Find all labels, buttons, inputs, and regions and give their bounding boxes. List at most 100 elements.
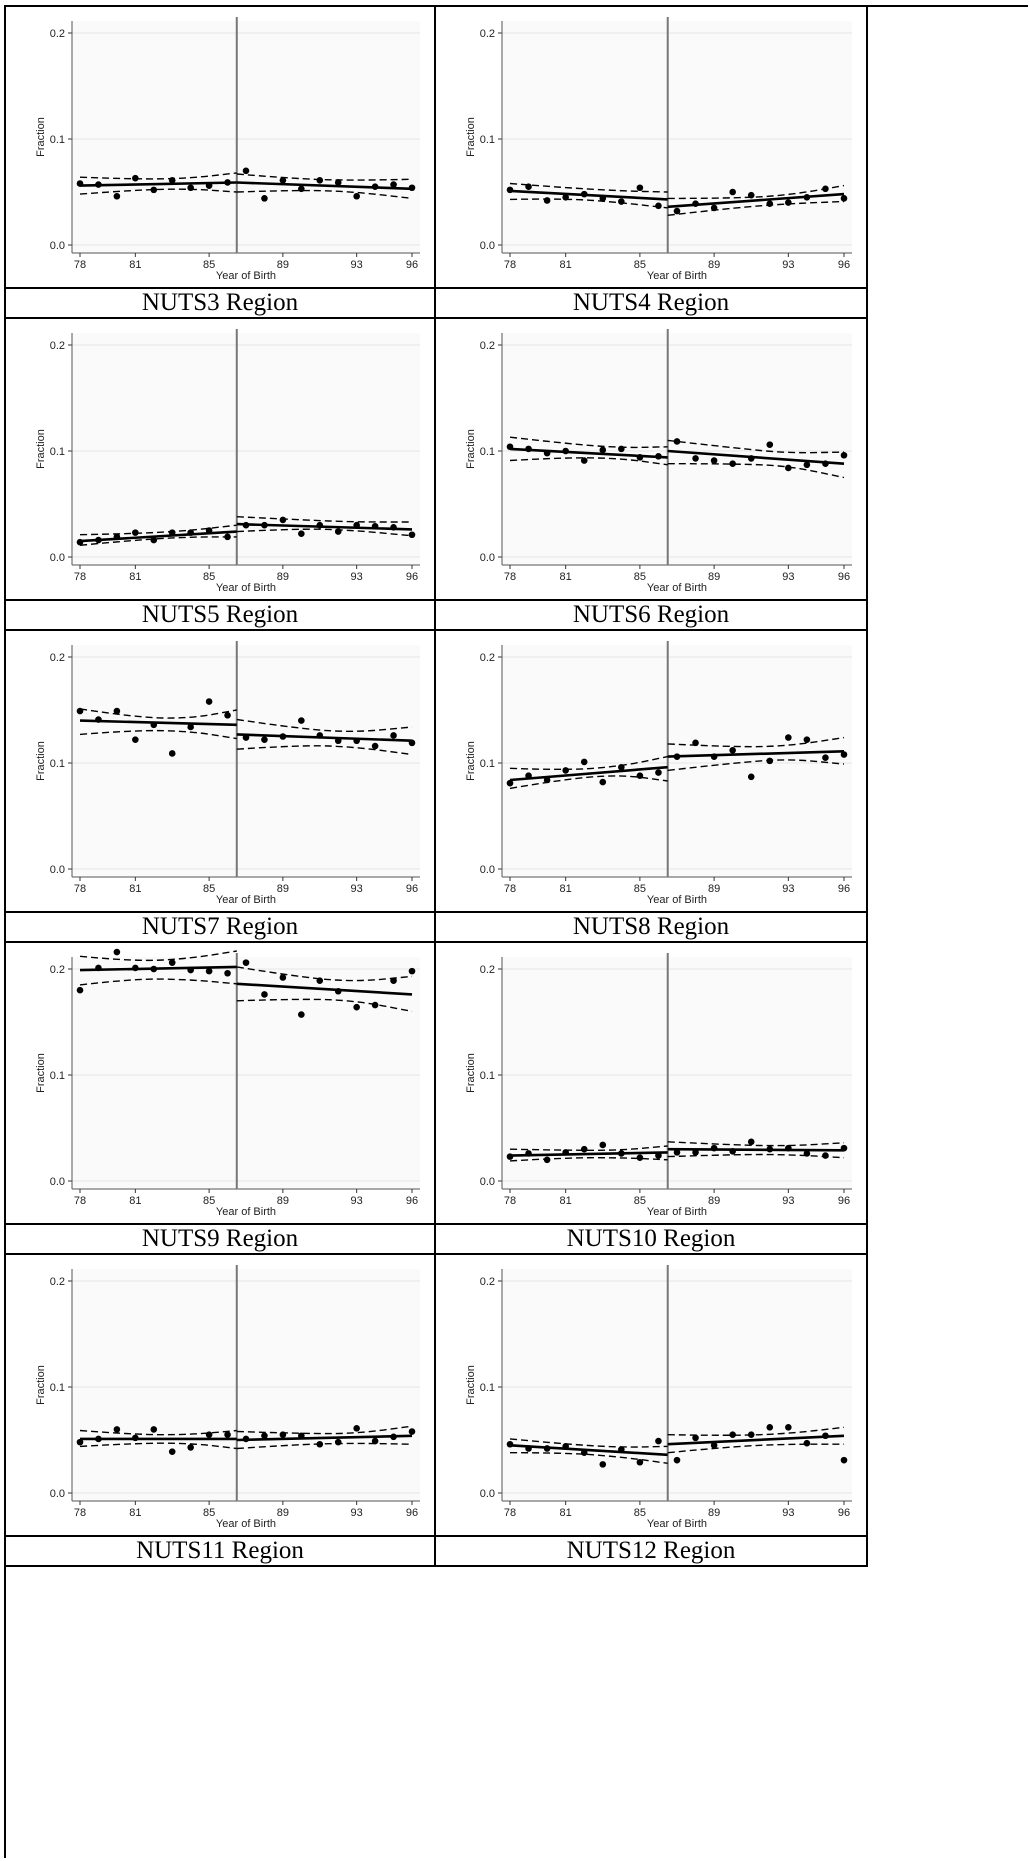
data-point [224,1431,231,1438]
data-point [822,1432,829,1440]
data-point [205,698,213,705]
data-point [655,1437,662,1445]
data-point [580,758,588,766]
data-point [673,1149,681,1156]
x-tick-label: 96 [838,883,850,895]
data-point [729,188,736,196]
data-point [673,438,681,445]
data-point [95,181,102,188]
y-tick-label: 0.0 [50,552,65,564]
x-tick-label: 85 [203,259,215,271]
data-point [168,1448,176,1455]
ci-right-lower [236,1442,413,1450]
fit-line-left [509,189,668,201]
y-axis-label: Fraction [35,741,47,781]
data-point [187,529,194,536]
data-point [113,192,121,200]
data-point [224,533,231,541]
plot-area [72,333,420,565]
data-point [334,987,342,995]
data-point [618,445,625,453]
data-point [168,177,176,184]
data-point [785,734,792,741]
chart-panel: 0.0 0.1 0.2 78 81 85 89 93 96 Year of Birth Fracti… [6,943,436,1225]
data-point [279,516,287,524]
x-axis-label: Year of Birth [647,270,707,282]
data-point [334,737,342,745]
ci-left-upper [509,182,668,193]
data-point [525,1150,532,1157]
y-tick-label: 0.1 [480,1382,495,1394]
data-point [187,184,194,192]
x-tick-label: 93 [782,1195,794,1207]
chart-caption: NUTS9 Region [6,1225,436,1255]
y-axis-label: Fraction [35,117,47,157]
x-tick-label: 81 [129,1195,141,1207]
data-point [580,190,588,198]
x-tick-label: 81 [129,571,141,583]
fit-line-right [236,181,413,191]
scatter-chart: 0.0 0.1 0.2 78 81 85 89 93 96 Year of Birth Fracti… [465,1265,852,1530]
chart-panel: 0.0 0.1 0.2 78 81 85 89 93 96 Year of Birth Fracti… [436,943,868,1225]
data-point [353,1003,360,1011]
y-axis-label: Fraction [465,741,477,781]
data-point [76,986,84,994]
chart-caption: NUTS10 Region [436,1225,868,1255]
data-point [599,446,607,454]
x-tick-label: 93 [351,571,363,583]
ci-left-lower [509,775,668,790]
data-point [353,192,360,200]
y-tick-label: 0.1 [50,446,65,458]
ci-right-lower [236,745,413,756]
data-point [224,712,231,719]
ci-right-lower [236,528,413,537]
data-point [316,732,324,739]
x-tick-label: 89 [708,1195,720,1207]
chart-panel: 0.0 0.1 0.2 78 81 85 89 93 96 Year of Birth Fracti… [6,7,436,289]
data-point [636,184,644,192]
scatter-chart: 0.0 0.1 0.2 78 81 85 89 93 96 Year of Birth Fracti… [35,1265,420,1530]
data-point [803,194,811,201]
ci-left-lower [509,1156,668,1162]
ci-right-lower [667,759,845,772]
data-point [334,179,342,186]
x-tick-label: 93 [782,883,794,895]
data-point [168,529,176,536]
ci-left-lower [79,536,237,546]
data-point [113,1426,121,1433]
ci-right-upper [667,184,845,200]
data-point [562,194,569,201]
data-point [822,1152,829,1159]
data-point [150,536,158,544]
chart-caption: NUTS8 Region [436,913,868,943]
x-tick-label: 93 [351,1195,363,1207]
x-axis-label: Year of Birth [216,1518,276,1530]
data-point [353,521,360,529]
data-point [371,1437,379,1445]
data-point [132,529,139,536]
data-point [95,1435,102,1443]
data-point [279,177,287,184]
data-point [618,198,625,205]
data-point [242,521,250,529]
x-tick-label: 78 [74,1195,86,1207]
x-tick-label: 93 [782,1507,794,1519]
x-tick-label: 89 [277,883,289,895]
scatter-chart: 0.0 0.1 0.2 78 81 85 89 93 96 Year of Birth Fracti… [35,641,420,906]
fit-line-right [667,1434,845,1446]
x-tick-label: 96 [406,571,418,583]
y-tick-label: 0.1 [480,1070,495,1082]
data-point [205,1431,213,1438]
scatter-chart: 0.0 0.1 0.2 78 81 85 89 93 96 Year of Birth Fracti… [465,329,852,594]
x-tick-label: 85 [203,1195,215,1207]
data-point [747,1431,755,1438]
fit-line-right [667,449,845,465]
ci-right-upper [236,173,413,181]
data-point [636,454,644,461]
x-tick-label: 81 [560,1195,572,1207]
data-point [562,447,569,455]
x-tick-label: 89 [277,1507,289,1519]
data-point [506,443,514,451]
data-point [242,734,250,741]
y-axis-label: Fraction [35,429,47,469]
